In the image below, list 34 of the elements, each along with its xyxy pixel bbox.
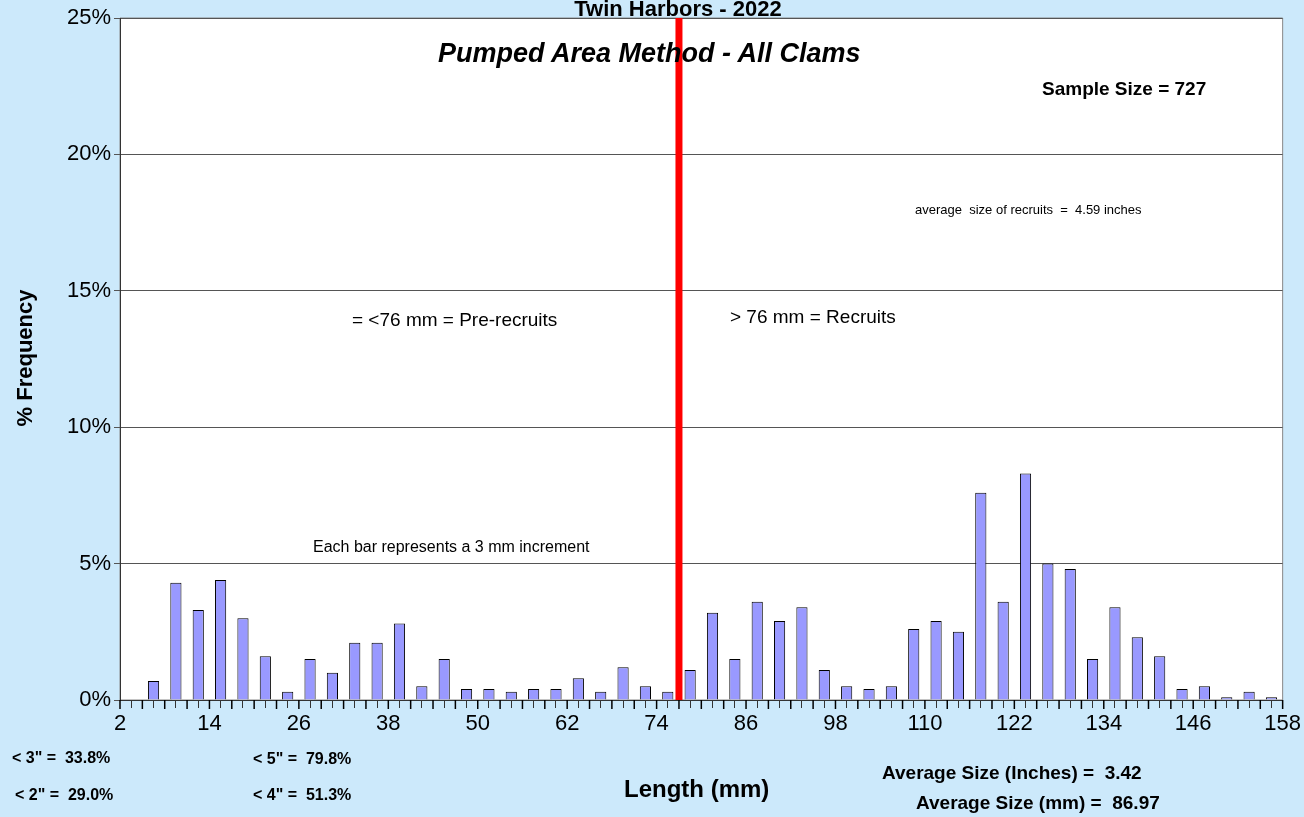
y-axis-title: % Frequency <box>12 288 38 429</box>
text: < 4" = 51.3% <box>253 786 352 804</box>
annotation: Sample Size = 727 <box>1042 78 1207 100</box>
y-tick-label: 10% <box>66 413 111 439</box>
annotation: average size of recruits = 4.59 inches <box>915 202 1142 217</box>
x-tick-label: 38 <box>376 710 401 736</box>
x-tick-label: 26 <box>286 710 312 736</box>
x-tick-label: 50 <box>465 710 490 736</box>
y-tick-label: 5% <box>79 549 111 575</box>
x-tick-label: 122 <box>995 710 1033 736</box>
annotation: = <76 mm = Pre-recruits <box>352 309 558 331</box>
x-tick-label: 98 <box>823 710 848 736</box>
annotation: Each bar represents a 3 mm increment <box>313 538 590 556</box>
x-tick-label: 86 <box>733 710 759 736</box>
annotation: > 76 mm = Recruits <box>730 306 896 328</box>
y-tick-label: 0% <box>79 686 111 712</box>
x-axis-title: Length (mm) <box>624 775 770 803</box>
x-tick-label: 62 <box>554 710 580 736</box>
text: Average Size (mm) = 86.97 <box>916 792 1160 814</box>
text: < 5" = 79.8% <box>253 750 352 768</box>
text: < 3" = 33.8% <box>12 749 111 767</box>
chart-title: Twin Harbors - 2022 <box>574 0 782 21</box>
x-tick-label: 74 <box>644 710 669 736</box>
x-tick-label: 110 <box>907 710 943 736</box>
y-tick-label: 25% <box>66 4 111 30</box>
x-tick-label: 146 <box>1174 710 1212 736</box>
text: < 2" = 29.0% <box>15 786 114 804</box>
text: Average Size (Inches) = 3.42 <box>882 762 1142 784</box>
x-tick-label: 134 <box>1085 710 1123 736</box>
x-tick-label: 158 <box>1264 710 1302 736</box>
y-tick-label: 20% <box>66 140 111 166</box>
x-tick-label: 14 <box>197 710 222 736</box>
x-tick-label: 2 <box>113 710 127 736</box>
y-tick-label: 15% <box>66 276 111 302</box>
